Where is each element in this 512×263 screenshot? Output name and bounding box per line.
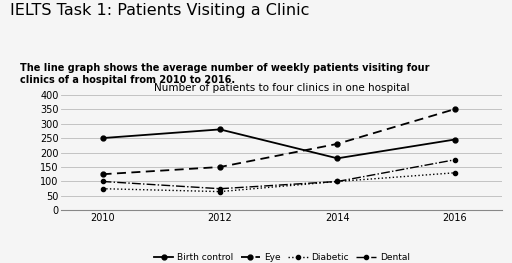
Title: Number of patients to four clinics in one hospital: Number of patients to four clinics in on… [154, 83, 410, 93]
Text: IELTS Task 1: Patients Visiting a Clinic: IELTS Task 1: Patients Visiting a Clinic [10, 3, 310, 18]
Legend: Birth control, Eye, Diabetic, Dental: Birth control, Eye, Diabetic, Dental [150, 250, 413, 263]
Text: The line graph shows the average number of weekly patients visiting four
clinics: The line graph shows the average number … [20, 63, 430, 85]
